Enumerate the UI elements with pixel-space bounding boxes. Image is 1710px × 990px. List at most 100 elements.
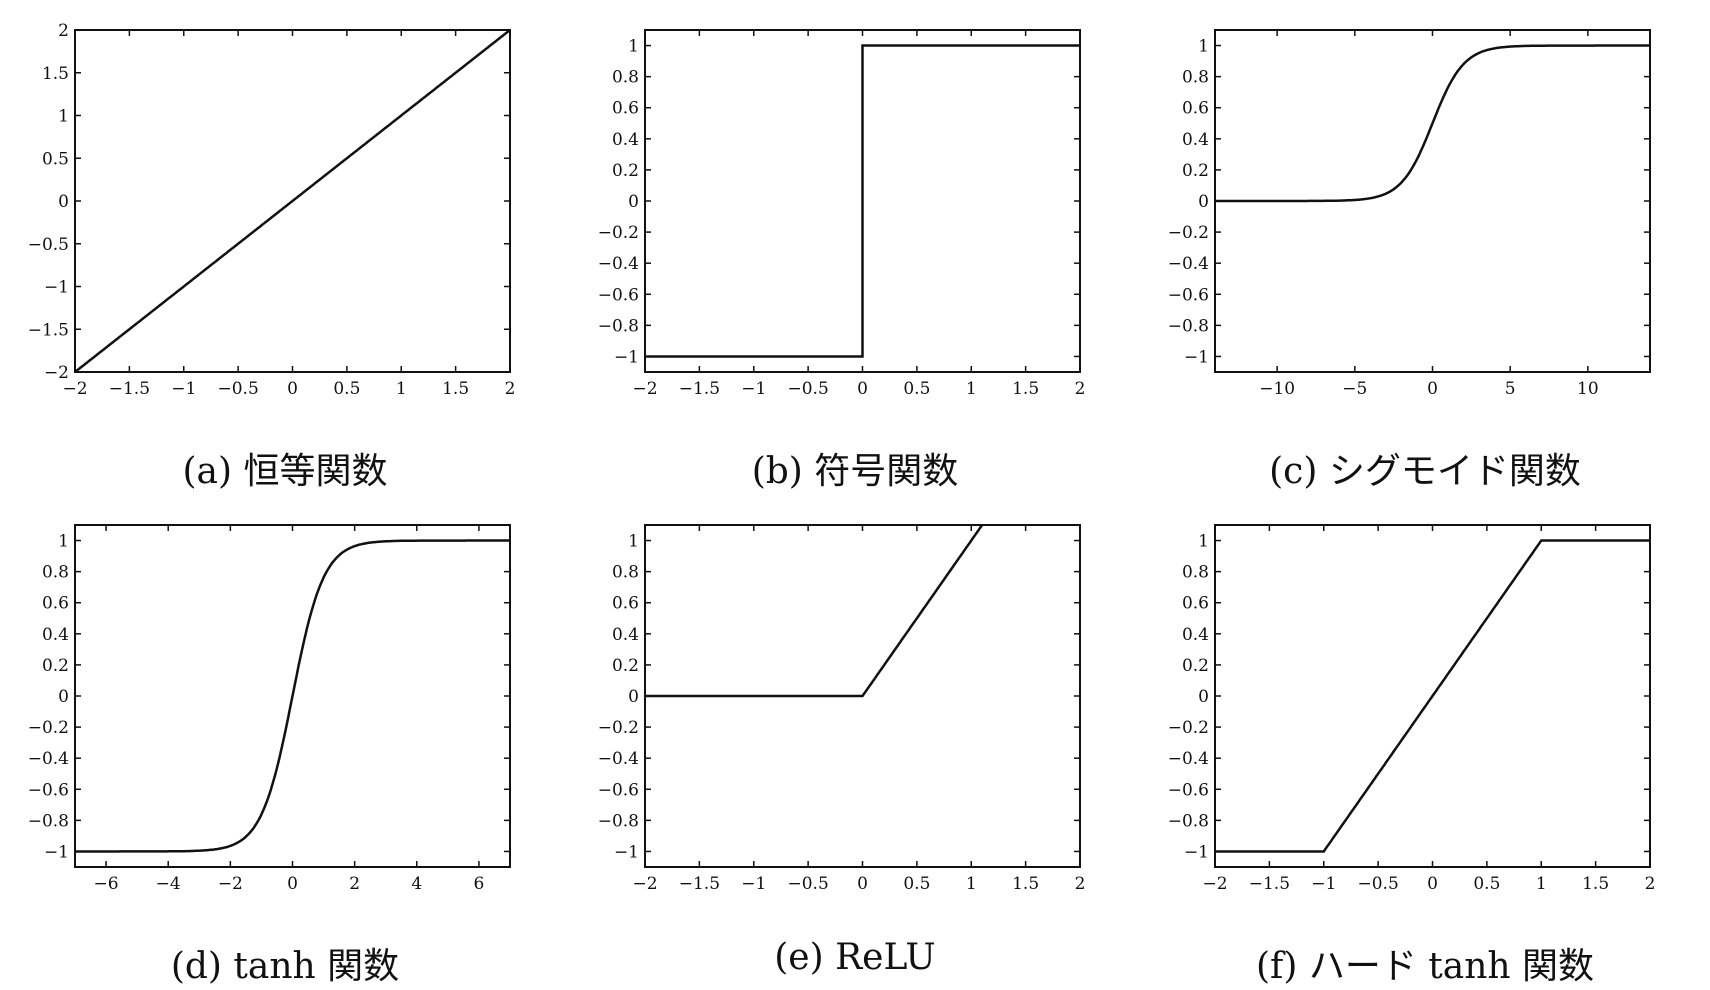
x-tick-label: −5	[1342, 379, 1367, 399]
chart-panel-relu: −1 −0.8 −0.6 −0.4 −0.2 0 0.2 0.4 0.6 0.8 1 −2 −1.5 −1…	[570, 495, 1140, 990]
y-tick-label: 0	[58, 687, 69, 707]
y-tick-label: −1	[614, 347, 639, 367]
y-tick-label: −2	[44, 363, 69, 383]
y-tick-label: −0.2	[598, 718, 639, 738]
plot-tanh: −1 −0.8 −0.6 −0.4 −0.2 0 0.2 0.4 0.6 0.8 1 −6 −4 −2 0 2…	[28, 524, 511, 894]
y-tick-label: 1	[58, 532, 69, 552]
x-tick-label: 2	[349, 874, 360, 894]
x-tick-label: 2	[505, 379, 516, 399]
x-tick-label: −2	[632, 379, 657, 399]
y-tick-label: −0.6	[28, 780, 69, 800]
x-tick-label: 2	[1645, 874, 1656, 894]
y-tick-label: 0.5	[42, 149, 69, 169]
x-tick-label: 2	[1075, 874, 1086, 894]
plot-sigmoid: −1 −0.8 −0.6 −0.4 −0.2 0 0.2 0.4 0.6 0.8 1 −10 −5 0 5 1…	[1168, 29, 1651, 399]
x-tick-label: −1.5	[1249, 874, 1290, 894]
y-tick-label: −0.8	[1168, 316, 1209, 336]
y-tick-label: −0.4	[28, 749, 69, 769]
y-tick-label: −0.8	[598, 811, 639, 831]
y-tick-label: −0.6	[598, 780, 639, 800]
y-tick-label: −0.6	[1168, 780, 1209, 800]
y-tick-label: 0.4	[1182, 625, 1209, 645]
y-tick-label: −0.5	[28, 235, 69, 255]
caption-tanh: (d) tanh 関数	[170, 946, 400, 987]
y-tick-label: −1	[1184, 842, 1209, 862]
y-tick-label: −1	[614, 842, 639, 862]
y-tick-label: 0.2	[612, 656, 639, 676]
x-tick-label: 1	[396, 379, 407, 399]
x-tick-label: 1	[966, 874, 977, 894]
y-tick-label: 0.8	[42, 563, 69, 583]
x-tick-label: 4	[411, 874, 422, 894]
x-tick-label: 0	[287, 379, 298, 399]
y-tick-label: 2	[58, 21, 69, 41]
y-tick-label: −0.4	[1168, 749, 1209, 769]
x-tick-label: 0	[287, 874, 298, 894]
y-tick-label: 0	[58, 192, 69, 212]
y-tick-label: 1	[628, 532, 639, 552]
y-tick-label: 0.4	[42, 625, 69, 645]
chart-panel-sign: −1 −0.8 −0.6 −0.4 −0.2 0 0.2 0.4 0.6 0.8 1 −2 −1.5 −1…	[570, 0, 1140, 495]
y-tick-label: 0.4	[1182, 130, 1209, 150]
plot-sign: −1 −0.8 −0.6 −0.4 −0.2 0 0.2 0.4 0.6 0.8 1 −2 −1.5 −1…	[598, 29, 1086, 399]
x-tick-label: 10	[1577, 379, 1599, 399]
y-tick-label: 1	[1198, 37, 1209, 57]
x-tick-label: 1.5	[1582, 874, 1609, 894]
x-tick-label: −1	[741, 874, 766, 894]
x-tick-label: 1	[1536, 874, 1547, 894]
x-tick-label: −1	[741, 379, 766, 399]
x-tick-label: −4	[156, 874, 181, 894]
y-tick-label: 1.5	[42, 64, 69, 84]
y-tick-label: −0.2	[28, 718, 69, 738]
y-tick-label: −1	[1184, 347, 1209, 367]
x-tick-label: 0	[857, 379, 868, 399]
y-tick-label: −0.6	[1168, 285, 1209, 305]
y-tick-label: 0.6	[1182, 99, 1209, 119]
x-tick-label: 0.5	[1473, 874, 1500, 894]
x-tick-label: 1	[966, 379, 977, 399]
chart-panel-identity: −2 −1.5 −1 −0.5 0 0.5 1 1.5 2 −2 −1.5 −1 −0.5 0 0.5 1 1.…	[0, 0, 570, 495]
y-tick-label: 0.2	[1182, 161, 1209, 181]
y-tick-label: 1	[1198, 532, 1209, 552]
caption-relu: (e) ReLU	[774, 937, 936, 978]
x-tick-label: −1	[1311, 874, 1336, 894]
x-tick-label: 1.5	[442, 379, 469, 399]
y-tick-label: 0.6	[612, 594, 639, 614]
plot-hardtanh: −1 −0.8 −0.6 −0.4 −0.2 0 0.2 0.4 0.6 0.8 1 −2 −1.5 −1…	[1168, 524, 1656, 894]
x-tick-label: 0.5	[903, 379, 930, 399]
y-tick-label: −0.4	[598, 254, 639, 274]
y-tick-label: −1	[44, 278, 69, 298]
x-tick-label: 1.5	[1012, 874, 1039, 894]
y-tick-label: 0.8	[612, 563, 639, 583]
y-tick-label: −0.6	[598, 285, 639, 305]
x-tick-label: 0	[857, 874, 868, 894]
caption-identity: (a) 恒等関数	[182, 451, 388, 492]
x-tick-label: −0.5	[217, 379, 258, 399]
series-line	[75, 30, 510, 372]
y-tick-label: −0.8	[598, 316, 639, 336]
series-line	[1215, 539, 1650, 853]
x-tick-label: −2	[218, 874, 243, 894]
y-tick-label: −0.2	[1168, 223, 1209, 243]
x-tick-label: 2	[1075, 379, 1086, 399]
x-tick-label: −1.5	[679, 874, 720, 894]
series-line	[75, 539, 510, 853]
x-tick-label: −2	[1202, 874, 1227, 894]
x-tick-label: −2	[632, 874, 657, 894]
y-tick-label: 0.4	[612, 130, 639, 150]
series-line	[1215, 44, 1650, 203]
y-tick-label: 0	[1198, 687, 1209, 707]
caption-sign: (b) 符号関数	[751, 451, 959, 492]
caption-hardtanh: (f) ハード tanh 関数	[1255, 946, 1595, 987]
y-tick-label: 0	[628, 687, 639, 707]
chart-panel-hardtanh: −1 −0.8 −0.6 −0.4 −0.2 0 0.2 0.4 0.6 0.8 1 −2 −1.5 −1…	[1140, 495, 1710, 990]
x-tick-label: −0.5	[787, 874, 828, 894]
chart-panel-tanh: −1 −0.8 −0.6 −0.4 −0.2 0 0.2 0.4 0.6 0.8 1 −6 −4 −2 0 2…	[0, 495, 570, 990]
x-tick-label: 6	[474, 874, 485, 894]
chart-panel-sigmoid: −1 −0.8 −0.6 −0.4 −0.2 0 0.2 0.4 0.6 0.8 1 −10 −5 0 5 1…	[1140, 0, 1710, 495]
x-tick-label: −0.5	[787, 379, 828, 399]
y-tick-label: 0.8	[612, 68, 639, 88]
y-tick-label: −0.8	[1168, 811, 1209, 831]
y-tick-label: −0.2	[598, 223, 639, 243]
y-tick-label: 0.4	[612, 625, 639, 645]
